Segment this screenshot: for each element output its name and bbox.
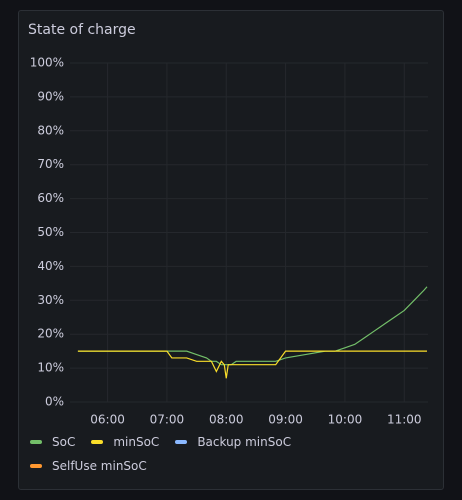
series-line (77, 350, 428, 379)
y-tick-label: 90% (37, 89, 64, 103)
legend: SoC minSoC Backup minSoC SelfUse minSoC (30, 433, 330, 475)
y-tick-label: 20% (37, 327, 64, 341)
legend-item[interactable]: Backup minSoC (175, 433, 291, 451)
legend-label: minSoC (113, 435, 160, 449)
legend-item[interactable]: SoC (30, 433, 75, 451)
x-tick-label: 09:00 (268, 413, 303, 427)
y-tick-label: 80% (37, 123, 64, 137)
y-tick-label: 0% (45, 395, 64, 409)
y-tick-label: 30% (37, 293, 64, 307)
y-tick-label: 100% (30, 56, 64, 70)
y-tick-label: 40% (37, 259, 64, 273)
x-tick-label: 10:00 (328, 413, 363, 427)
x-tick-label: 06:00 (90, 413, 125, 427)
y-tick-label: 50% (37, 225, 64, 239)
x-tick-label: 11:00 (387, 413, 422, 427)
x-tick-label: 08:00 (209, 413, 244, 427)
legend-item[interactable]: SelfUse minSoC (30, 457, 147, 475)
panel (18, 10, 444, 490)
legend-label: SoC (52, 435, 76, 449)
legend-swatch (30, 464, 42, 468)
chart-title: State of charge (28, 22, 136, 38)
x-tick-label: 07:00 (150, 413, 185, 427)
legend-swatch (91, 440, 104, 444)
legend-label: Backup minSoC (197, 435, 292, 449)
y-tick-label: 10% (37, 361, 64, 375)
y-tick-label: 60% (37, 191, 64, 205)
legend-swatch (175, 440, 188, 444)
y-tick-label: 70% (37, 157, 64, 171)
legend-label: SelfUse minSoC (52, 459, 147, 473)
series-line (77, 286, 428, 366)
legend-item[interactable]: minSoC (91, 433, 159, 451)
legend-swatch (30, 440, 42, 444)
